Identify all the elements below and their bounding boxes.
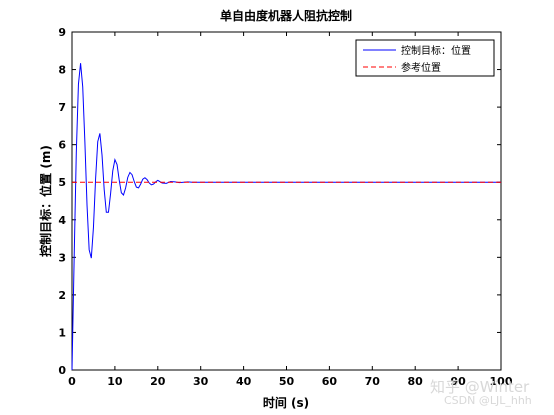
legend-box	[355, 39, 495, 77]
watermark-line-1: 知乎 @Winter	[430, 378, 530, 396]
x-tick-label: 20	[150, 375, 166, 388]
series-line-position	[71, 63, 501, 371]
y-axis-label: 控制目标：位置 (m)	[38, 145, 53, 257]
x-tick-label: 80	[408, 375, 424, 388]
y-tick-label: 6	[58, 139, 66, 152]
y-tick-label: 5	[58, 176, 66, 189]
y-tick-label: 7	[58, 101, 66, 114]
x-tick-label: 60	[322, 375, 338, 388]
legend-label-position: 控制目标：位置	[401, 44, 471, 57]
x-tick-label: 70	[365, 375, 381, 388]
x-tick-label: 100	[490, 375, 513, 388]
series-layer	[71, 63, 501, 371]
x-tick-label: 10	[107, 375, 123, 388]
x-tick-label: 50	[279, 375, 295, 388]
x-tick-label: 90	[450, 375, 466, 388]
y-tick-label: 0	[58, 364, 66, 377]
x-tick-label: 30	[193, 375, 209, 388]
x-tick-label: 40	[236, 375, 252, 388]
axis-ticks: 0 10 20 30 40 50 60 70 80 90 100 0 1 2 3 4 5 6 7 8 9	[58, 26, 512, 388]
axes-box	[71, 31, 502, 371]
legend: 控制目标：位置 参考位置	[355, 39, 495, 77]
y-tick-label: 3	[58, 251, 66, 264]
legend-label-reference: 参考位置	[401, 61, 441, 74]
x-tick-label: 0	[68, 375, 76, 388]
y-tick-label: 4	[58, 214, 66, 227]
watermark-line-2: CSDN @LJL_hhh	[444, 394, 532, 407]
y-tick-label: 2	[58, 289, 66, 302]
y-tick-label: 1	[58, 326, 66, 339]
chart-title: 单自由度机器人阻抗控制	[220, 8, 352, 23]
y-tick-label: 8	[58, 64, 66, 77]
x-axis-label: 时间 (s)	[263, 395, 309, 410]
plot-area: 0 10 20 30 40 50 60 70 80 90 100 0 1 2 3 4 5 6 7 8 9	[58, 26, 512, 388]
y-tick-label: 9	[58, 26, 66, 39]
